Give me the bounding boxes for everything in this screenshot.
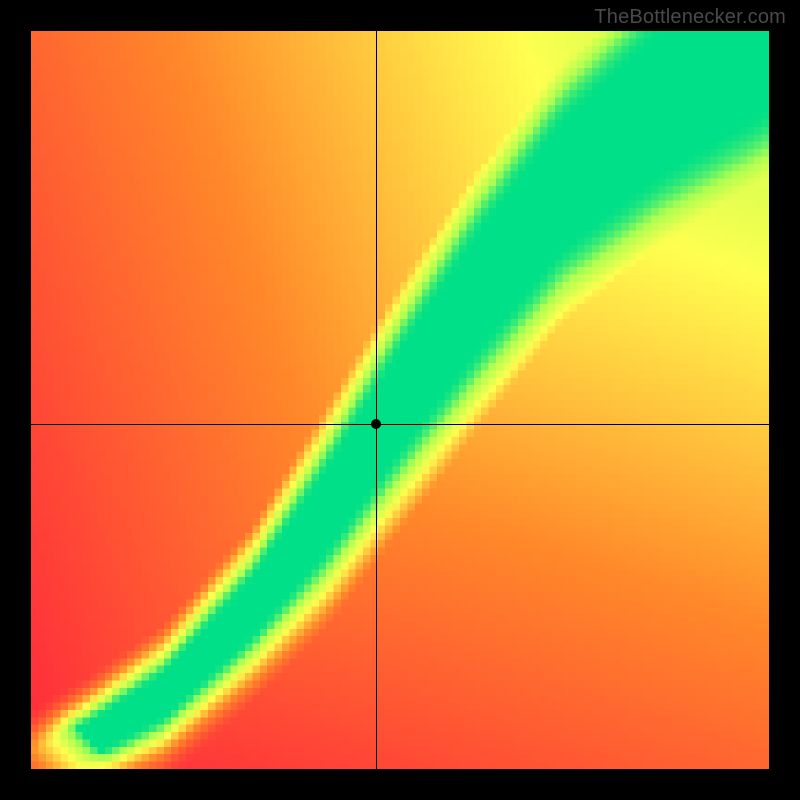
heatmap-canvas	[31, 31, 769, 769]
crosshair-horizontal	[31, 424, 769, 425]
crosshair-marker	[371, 419, 381, 429]
crosshair-vertical	[376, 31, 377, 769]
bottleneck-heatmap	[31, 31, 769, 769]
watermark: TheBottlenecker.com	[594, 6, 786, 29]
